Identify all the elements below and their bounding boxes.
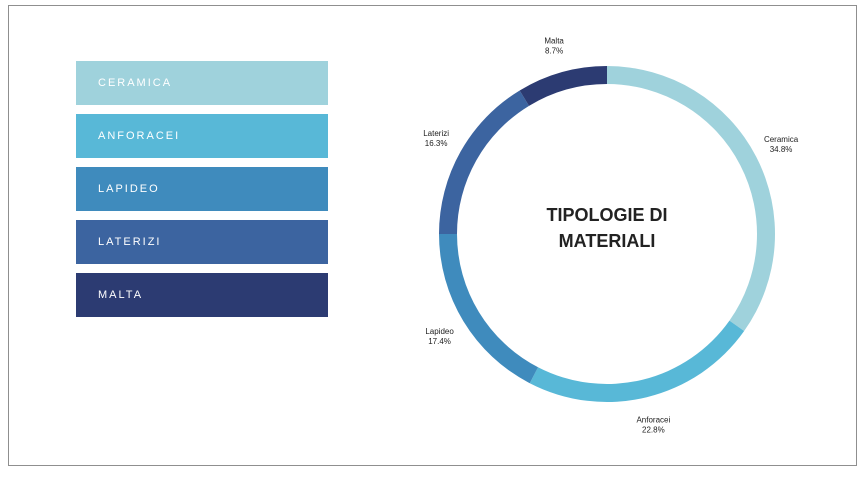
legend-item-label: LATERIZI (98, 236, 162, 248)
legend-item-malta: MALTA (76, 273, 328, 317)
slice-label-category: Laterizi (423, 129, 449, 138)
slice-label-category: Anforacei (636, 415, 670, 424)
slice-label-value: 22.8% (642, 425, 665, 434)
donut-slice-anforacei (529, 320, 745, 402)
slice-label-value: 34.8% (770, 145, 793, 154)
legend: CERAMICA ANFORACEI LAPIDEO LATERIZI MALT… (76, 61, 328, 326)
slice-label-category: Malta (544, 36, 564, 45)
legend-item-ceramica: CERAMICA (76, 61, 328, 105)
donut-slice-lapideo (439, 234, 539, 384)
chart-title-line-2: MATERIALI (559, 231, 656, 251)
legend-item-laterizi: LATERIZI (76, 220, 328, 264)
donut-slice-malta (519, 66, 607, 106)
donut-chart: Ceramica 34.8% Anforacei 22.8% Lapideo 17.4% L… (359, 31, 859, 476)
legend-item-label: MALTA (98, 289, 144, 301)
chart-frame: CERAMICA ANFORACEI LAPIDEO LATERIZI MALT… (8, 5, 857, 466)
slice-label-value: 16.3% (425, 139, 448, 148)
slice-label-value: 17.4% (428, 337, 451, 346)
donut-slice-laterizi (439, 90, 530, 235)
legend-item-label: ANFORACEI (98, 130, 181, 142)
slice-label-value: 8.7% (545, 46, 563, 55)
slice-label-category: Lapideo (425, 327, 454, 336)
legend-item-lapideo: LAPIDEO (76, 167, 328, 211)
donut-slices (439, 66, 775, 402)
donut-slice-ceramica (607, 66, 775, 332)
chart-title-line-1: TIPOLOGIE DI (546, 205, 667, 225)
legend-item-anforacei: ANFORACEI (76, 114, 328, 158)
slice-label-category: Ceramica (764, 135, 799, 144)
legend-item-label: CERAMICA (98, 77, 173, 89)
legend-item-label: LAPIDEO (98, 183, 160, 195)
